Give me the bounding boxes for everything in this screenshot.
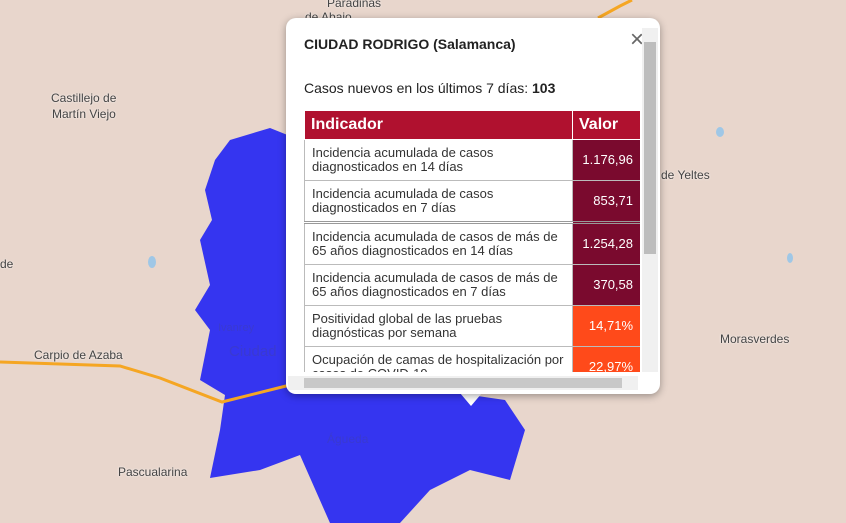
value-cell: 1.254,28 [572,222,640,265]
indicator-cell: Incidencia acumulada de casos de más de … [304,222,573,265]
close-button[interactable]: × [630,26,645,53]
column-header: Valor [572,110,640,140]
summary: Casos nuevos en los últimos 7 días: 103 [304,80,555,96]
map-label: Martín Viejo [52,107,116,121]
indicator-cell: Ocupación de camas de hospitalización po… [304,346,573,372]
map-label: de [0,257,14,271]
water [716,127,724,137]
scroll-thumb[interactable] [304,378,622,388]
municipality-area[interactable] [195,128,525,523]
map-label: Morasverdes [720,332,790,346]
map-label: Águeda [327,432,369,446]
indicator-table: Indicador Valor Incidencia acumulada de … [304,110,640,372]
indicator-cell: Incidencia acumulada de casos de más de … [304,264,573,306]
horizontal-scrollbar[interactable] [288,376,638,390]
summary-label: Casos nuevos en los últimos 7 días: [304,80,529,96]
map-label: Pascualarina [118,465,188,479]
value-cell: 1.176,96 [572,139,640,181]
table-row: Incidencia acumulada de casos de más de … [304,264,640,306]
value-cell: 22,97% [572,346,640,372]
water [148,256,156,268]
map-label: Castillejo de [51,91,117,105]
indicator-cell: Incidencia acumulada de casos diagnostic… [304,139,573,181]
road [0,360,291,404]
table-row: Incidencia acumulada de casos diagnostic… [304,139,640,181]
map-label: Ciudad [229,343,277,360]
indicator-cell: Positividad global de las pruebas diagnó… [304,305,573,347]
indicator-cell: Incidencia acumulada de casos diagnostic… [304,180,573,223]
popup-title: CIUDAD RODRIGO (Salamanca) [304,36,516,52]
water [787,253,793,263]
column-header: Indicador [304,110,573,140]
value-cell: 14,71% [572,305,640,347]
table-viewport[interactable]: Indicador Valor Incidencia acumulada de … [304,110,640,372]
table-row: Ocupación de camas de hospitalización po… [304,346,640,372]
road [597,0,633,20]
map-label: Carpio de Azaba [34,348,123,362]
map-label: Ivanrey [218,322,255,334]
table-row: Incidencia acumulada de casos de más de … [304,222,640,265]
summary-value: 103 [532,80,556,96]
scroll-thumb[interactable] [644,42,656,254]
map-label: a de Yeltes [651,168,710,182]
popup: CIUDAD RODRIGO (Salamanca) × Casos nuevo… [286,18,660,394]
table-row: Incidencia acumulada de casos diagnostic… [304,180,640,223]
popup-pointer [460,393,482,406]
map-label: Paradinas [327,0,382,10]
vertical-scrollbar[interactable] [642,28,658,372]
table-row: Positividad global de las pruebas diagnó… [304,305,640,347]
value-cell: 370,58 [572,264,640,306]
value-cell: 853,71 [572,180,640,223]
